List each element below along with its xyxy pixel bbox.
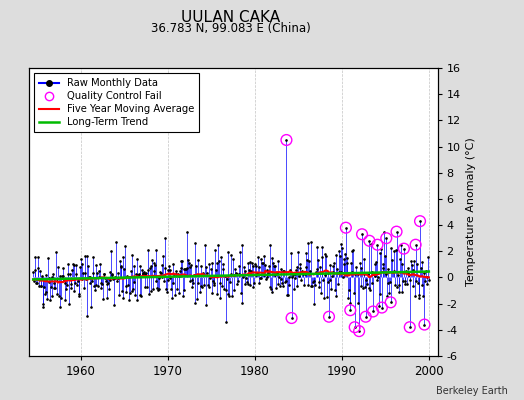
Point — [358, 231, 366, 238]
Point — [282, 137, 291, 143]
Point — [387, 299, 395, 306]
Point — [362, 314, 370, 320]
Point — [406, 324, 414, 330]
Point — [411, 242, 420, 248]
Text: UULAN CAKA: UULAN CAKA — [181, 10, 280, 25]
Point — [373, 242, 381, 248]
Legend: Raw Monthly Data, Quality Control Fail, Five Year Moving Average, Long-Term Tren: Raw Monthly Data, Quality Control Fail, … — [34, 73, 199, 132]
Point — [342, 224, 350, 231]
Text: 36.783 N, 99.083 E (China): 36.783 N, 99.083 E (China) — [151, 22, 310, 35]
Text: Berkeley Earth: Berkeley Earth — [436, 386, 508, 396]
Point — [378, 304, 386, 311]
Point — [369, 308, 377, 315]
Point — [355, 328, 363, 334]
Point — [351, 324, 359, 330]
Point — [382, 235, 390, 241]
Point — [416, 218, 424, 224]
Point — [287, 315, 296, 321]
Point — [365, 238, 374, 244]
Point — [400, 246, 408, 252]
Y-axis label: Temperature Anomaly (°C): Temperature Anomaly (°C) — [466, 138, 476, 286]
Point — [420, 321, 429, 328]
Point — [392, 228, 401, 235]
Point — [346, 307, 355, 313]
Point — [325, 314, 333, 320]
